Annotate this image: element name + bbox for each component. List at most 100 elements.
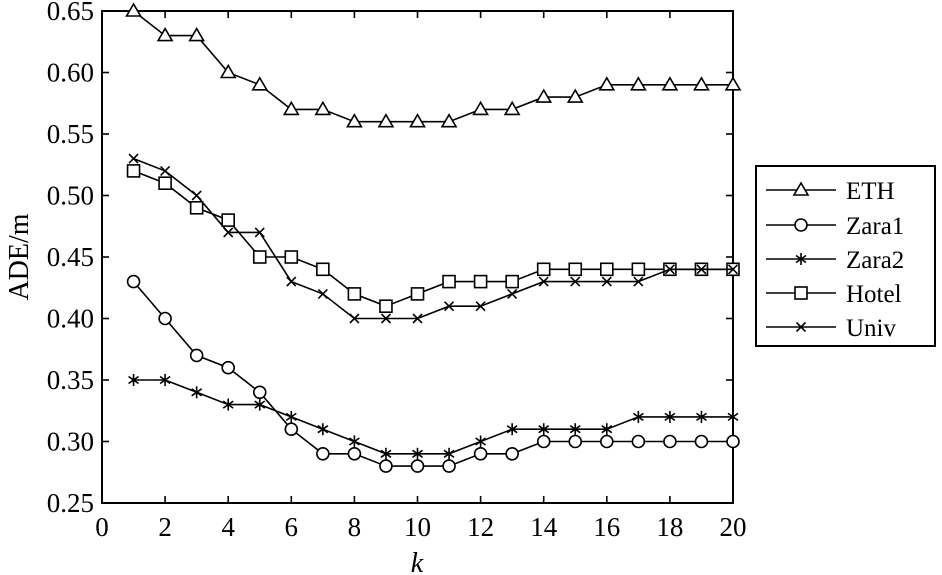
legend-marker-zara2 bbox=[795, 253, 807, 265]
data-point-hotel bbox=[158, 176, 172, 190]
data-point-zara2 bbox=[191, 386, 203, 399]
data-point-univ bbox=[443, 301, 455, 312]
data-point-hotel bbox=[536, 262, 551, 277]
data-point-univ bbox=[317, 288, 328, 299]
y-tick-label: 0.50 bbox=[47, 181, 94, 211]
data-point-zara2 bbox=[443, 447, 455, 460]
data-point-eth bbox=[377, 113, 395, 128]
legend-label-hotel: Hotel bbox=[846, 281, 902, 308]
x-tick-label: 8 bbox=[348, 512, 362, 542]
data-point-hotel bbox=[442, 274, 456, 289]
data-point-univ bbox=[601, 276, 612, 287]
data-point-univ bbox=[475, 301, 486, 312]
series-line-hotel bbox=[133, 170, 733, 308]
data-point-zara2 bbox=[348, 435, 360, 448]
legend-label-eth: ETH bbox=[846, 178, 895, 205]
data-point-zara2 bbox=[601, 423, 613, 436]
data-point-zara1 bbox=[316, 446, 330, 461]
x-tick-label: 6 bbox=[285, 512, 299, 542]
data-point-eth bbox=[503, 100, 521, 116]
data-point-hotel bbox=[379, 299, 393, 314]
data-point-hotel bbox=[284, 250, 299, 264]
y-tick-label: 0.25 bbox=[47, 488, 94, 518]
data-point-zara1 bbox=[599, 434, 614, 449]
x-tick-label: 12 bbox=[467, 512, 494, 542]
legend-item-univ: Univ bbox=[766, 315, 897, 342]
x-axis: 0 2 4 6 8 10 12 14 16 18 20 bbox=[95, 11, 747, 542]
data-point-eth bbox=[156, 27, 174, 42]
series-line-zara2 bbox=[133, 379, 733, 455]
data-point-univ bbox=[254, 227, 265, 238]
data-point-univ bbox=[160, 165, 171, 176]
data-point-univ bbox=[191, 190, 202, 201]
series-zara1 bbox=[126, 274, 740, 473]
x-tick-label: 20 bbox=[720, 512, 747, 542]
y-tick-label: 0.60 bbox=[47, 58, 94, 88]
x-tick-label: 2 bbox=[158, 512, 172, 542]
data-point-hotel bbox=[505, 274, 519, 289]
legend-label-univ: Univ bbox=[846, 315, 897, 342]
y-axis: 0.25 0.30 0.35 0.40 0.45 0.50 0.55 0.60 0.65 bbox=[47, 0, 733, 518]
data-point-hotel bbox=[252, 250, 267, 264]
data-point-hotel bbox=[568, 262, 583, 277]
data-point-univ bbox=[538, 276, 549, 287]
data-point-zara2 bbox=[695, 410, 707, 423]
y-tick-label: 0.55 bbox=[47, 119, 94, 149]
data-point-hotel bbox=[221, 213, 235, 227]
data-point-univ bbox=[664, 264, 675, 275]
data-point-zara2 bbox=[285, 410, 297, 423]
data-point-zara2 bbox=[317, 423, 329, 436]
data-point-eth bbox=[409, 113, 426, 128]
legend-marker-zara1 bbox=[794, 218, 808, 232]
data-point-univ bbox=[128, 153, 139, 164]
data-point-univ bbox=[570, 276, 581, 287]
data-point-zara2 bbox=[664, 410, 676, 423]
series-layer bbox=[125, 2, 742, 473]
legend-item-zara1: Zara1 bbox=[766, 213, 904, 240]
data-point-zara1 bbox=[189, 348, 204, 363]
data-point-zara2 bbox=[727, 410, 739, 423]
data-point-hotel bbox=[410, 287, 425, 301]
series-eth bbox=[125, 2, 742, 128]
data-point-zara1 bbox=[221, 360, 235, 375]
data-point-zara1 bbox=[663, 434, 677, 449]
data-point-univ bbox=[412, 313, 423, 324]
data-point-univ bbox=[696, 264, 707, 275]
legend-marker-univ bbox=[795, 321, 807, 333]
y-tick-label: 0.45 bbox=[47, 242, 94, 272]
x-tick-label: 0 bbox=[95, 512, 109, 542]
data-point-hotel bbox=[347, 287, 362, 301]
data-point-zara2 bbox=[475, 435, 487, 448]
legend-marker-hotel bbox=[794, 286, 808, 300]
y-tick-label: 0.40 bbox=[47, 304, 94, 334]
legend: ETH Zara1 Zara2 Hotel Univ bbox=[755, 165, 936, 347]
x-tick-label: 10 bbox=[404, 512, 431, 542]
data-point-hotel bbox=[189, 201, 204, 215]
data-point-eth bbox=[693, 76, 710, 91]
x-tick-label: 14 bbox=[530, 512, 558, 542]
series-line-univ bbox=[133, 157, 733, 320]
data-point-zara1 bbox=[379, 459, 393, 473]
x-tick-label: 4 bbox=[221, 512, 235, 542]
data-point-zara1 bbox=[410, 459, 425, 473]
data-point-hotel bbox=[599, 262, 614, 277]
data-point-univ bbox=[349, 313, 360, 324]
data-point-hotel bbox=[316, 262, 330, 277]
data-point-univ bbox=[727, 264, 739, 275]
legend-frame bbox=[755, 165, 936, 347]
series-line-eth bbox=[133, 10, 733, 123]
data-point-eth bbox=[661, 76, 679, 91]
data-point-univ bbox=[380, 313, 392, 324]
data-point-zara2 bbox=[506, 423, 518, 436]
data-point-eth bbox=[282, 100, 300, 116]
data-point-zara1 bbox=[442, 459, 456, 473]
data-point-eth bbox=[251, 76, 269, 91]
data-point-hotel bbox=[473, 274, 488, 289]
data-point-zara2 bbox=[412, 447, 423, 460]
y-axis-label: ADE/m bbox=[4, 213, 35, 300]
data-point-eth bbox=[629, 76, 647, 91]
data-point-zara2 bbox=[380, 447, 392, 460]
data-point-univ bbox=[507, 288, 518, 299]
data-point-eth bbox=[314, 100, 332, 116]
data-point-zara1 bbox=[158, 311, 172, 326]
